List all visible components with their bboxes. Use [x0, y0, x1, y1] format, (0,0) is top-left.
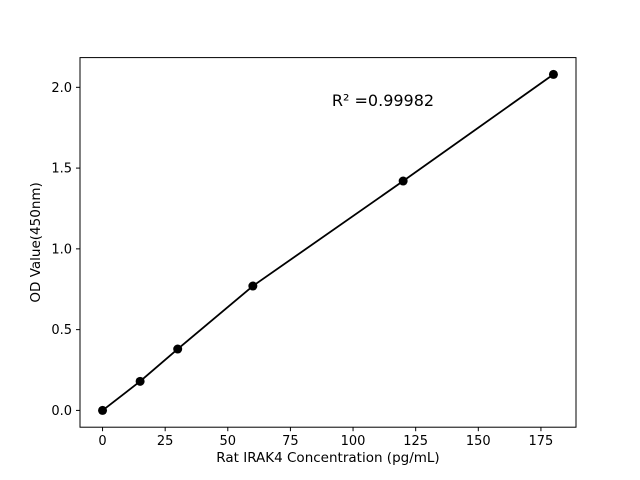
x-tick-label: 25 — [157, 434, 174, 449]
y-tick-label: 0.5 — [51, 323, 72, 338]
x-tick-label: 50 — [220, 434, 237, 449]
r-squared-annotation: R² =0.99982 — [332, 91, 434, 110]
x-tick-label: 75 — [282, 434, 299, 449]
data-point — [98, 405, 108, 415]
x-tick-label: 0 — [98, 434, 106, 449]
y-tick-label: 1.5 — [51, 162, 72, 177]
y-tick-label: 1.0 — [51, 242, 72, 257]
x-tick-label: 100 — [341, 434, 366, 449]
fit-line — [101, 73, 554, 412]
data-point — [548, 69, 558, 79]
x-axis-label: Rat IRAK4 Concentration (pg/mL) — [216, 450, 439, 466]
x-tick-label: 150 — [466, 434, 491, 449]
y-axis-label: OD Value(450nm) — [28, 182, 44, 302]
y-tick-label: 2.0 — [51, 81, 72, 96]
axes-spines — [79, 57, 577, 428]
x-tick-label: 175 — [529, 434, 554, 449]
plot-area: 0 25 50 75 100 125 150 175 0.0 0.5 1.0 1.5 2.0 — [51, 57, 577, 449]
data-point — [398, 176, 408, 186]
data-point — [248, 281, 258, 291]
data-point — [173, 344, 183, 354]
data-point — [135, 376, 145, 386]
x-tick-label: 125 — [403, 434, 428, 449]
y-tick-label: 0.0 — [51, 404, 72, 419]
